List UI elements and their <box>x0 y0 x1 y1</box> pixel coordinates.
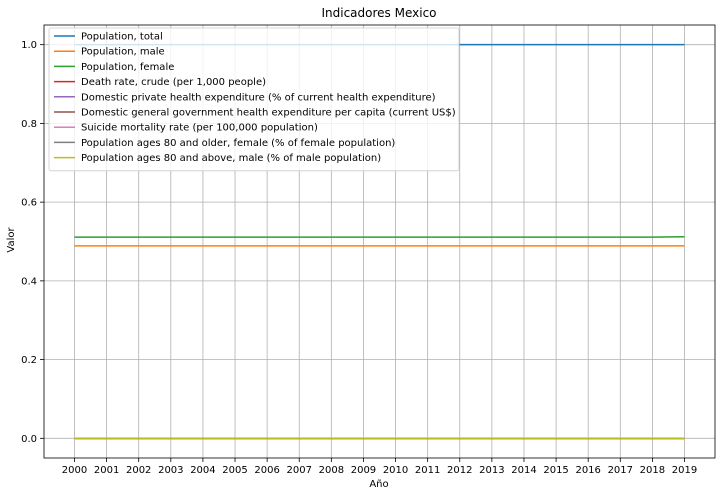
legend-entry: Population ages 80 and above, male (% of… <box>81 153 381 164</box>
legend: Population, total Population, male Populat… <box>48 27 460 172</box>
x-tick-label: 2007 <box>287 465 312 476</box>
legend-entry: Population, female <box>81 62 174 73</box>
chart-title: Indicadores Mexico <box>321 6 436 20</box>
x-tick-label: 2019 <box>672 465 697 476</box>
x-tick-label: 2006 <box>254 465 279 476</box>
legend-entry: Domestic private health expenditure (% o… <box>81 92 436 103</box>
legend-entry: Death rate, crude (per 1,000 people) <box>81 77 266 88</box>
y-tick-label: 0.6 <box>21 198 37 209</box>
plot-frame <box>43 24 716 459</box>
x-tick-label: 2000 <box>62 465 87 476</box>
x-tick-label: 2008 <box>319 465 344 476</box>
x-tick-label: 2001 <box>94 465 119 476</box>
x-tick-label: 2009 <box>351 465 376 476</box>
y-axis-label: Valor <box>6 227 17 253</box>
x-tick-label: 2017 <box>608 465 633 476</box>
legend-entry: Population ages 80 and older, female (% … <box>81 138 395 149</box>
legend-entry: Population, total <box>81 32 163 43</box>
x-axis-label: Año <box>369 479 388 490</box>
x-tick-label: 2016 <box>575 465 600 476</box>
x-tick-label: 2018 <box>640 465 665 476</box>
y-tick-label: 1.0 <box>21 40 37 51</box>
y-tick-label: 0.8 <box>21 119 37 130</box>
y-tick-label: 0.4 <box>21 276 37 287</box>
x-tick-label: 2014 <box>511 465 536 476</box>
legend-entry: Domestic general government health expen… <box>81 108 456 119</box>
legend-entry: Population, male <box>81 47 165 58</box>
axis-ticks: 2000 2001 2002 2003 2004 2005 2006 2007 2008 2009… <box>21 40 697 476</box>
x-tick-label: 2004 <box>190 465 215 476</box>
x-tick-label: 2011 <box>415 465 440 476</box>
x-tick-label: 2003 <box>158 465 183 476</box>
y-tick-label: 0.0 <box>21 434 37 445</box>
x-tick-label: 2005 <box>222 465 247 476</box>
legend-box <box>48 27 460 172</box>
y-tick-label: 0.2 <box>21 355 37 366</box>
x-tick-label: 2013 <box>479 465 504 476</box>
x-tick-label: 2012 <box>447 465 472 476</box>
x-tick-label: 2002 <box>126 465 151 476</box>
legend-entry: Suicide mortality rate (per 100,000 popu… <box>81 123 318 134</box>
x-tick-label: 2010 <box>383 465 408 476</box>
x-tick-label: 2015 <box>543 465 568 476</box>
